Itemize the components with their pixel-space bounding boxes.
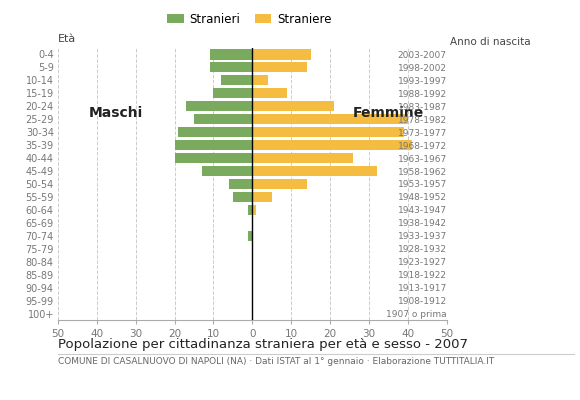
Bar [252,88,287,98]
Bar [252,101,334,111]
Bar [248,231,252,241]
Bar [252,140,412,150]
Bar [209,50,252,60]
Text: Popolazione per cittadinanza straniera per età e sesso - 2007: Popolazione per cittadinanza straniera p… [58,338,468,351]
Text: Maschi: Maschi [89,106,143,120]
Bar [229,179,252,189]
Text: Età: Età [58,34,76,44]
Bar [175,153,252,163]
Bar [248,205,252,215]
Bar [194,114,252,124]
Bar [209,62,252,72]
Bar [252,114,408,124]
Bar [252,153,353,163]
Bar [252,205,256,215]
Bar [213,88,252,98]
Bar [252,62,307,72]
Text: COMUNE DI CASALNUOVO DI NAPOLI (NA) · Dati ISTAT al 1° gennaio · Elaborazione TU: COMUNE DI CASALNUOVO DI NAPOLI (NA) · Da… [58,357,494,366]
Bar [252,75,268,86]
Text: Anno di nascita: Anno di nascita [450,37,530,47]
Bar [175,140,252,150]
Bar [252,50,311,60]
Bar [233,192,252,202]
Bar [252,127,404,137]
Bar [252,179,307,189]
Bar [186,101,252,111]
Bar [252,166,376,176]
Bar [221,75,252,86]
Bar [202,166,252,176]
Bar [179,127,252,137]
Text: Femmine: Femmine [353,106,424,120]
Legend: Stranieri, Straniere: Stranieri, Straniere [162,8,336,30]
Bar [252,192,271,202]
